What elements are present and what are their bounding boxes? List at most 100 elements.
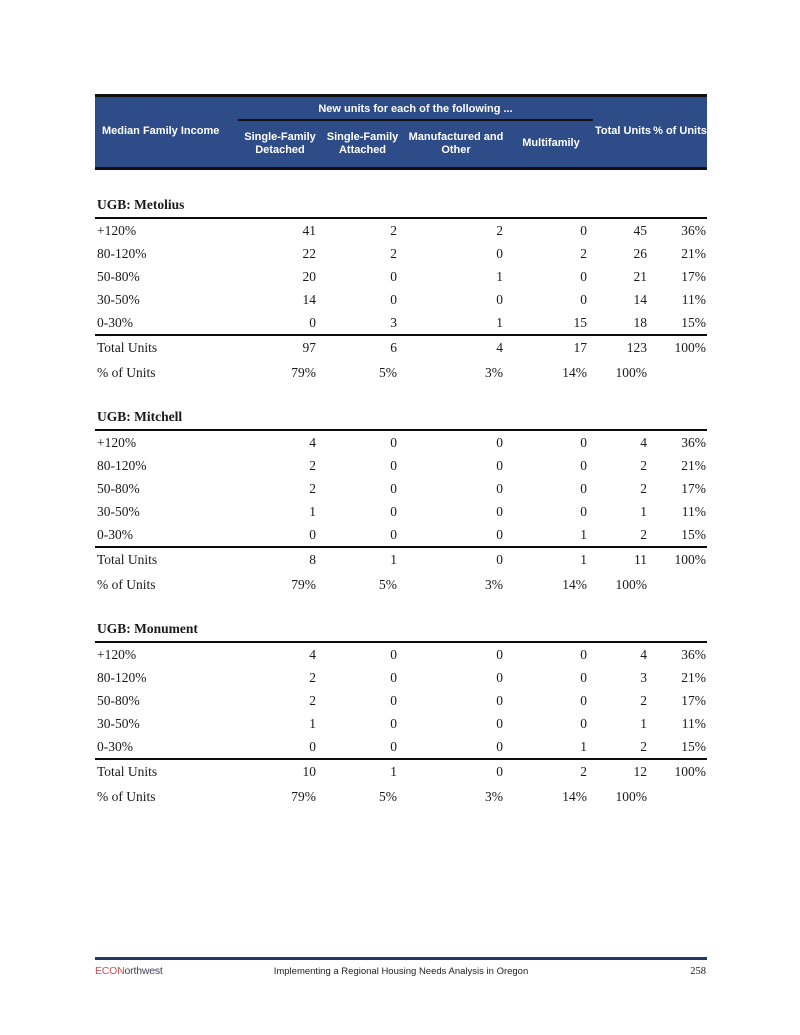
- cell-manufactured: 3%: [485, 788, 503, 804]
- cell-pct: 100%: [674, 340, 707, 355]
- row-label: 0-30%: [97, 314, 133, 330]
- cell-manufactured: 0: [496, 434, 503, 450]
- cell-pct: 21%: [681, 245, 706, 261]
- column-header-manufactured: Manufactured and Other: [408, 130, 504, 156]
- cell-pct: 15%: [681, 738, 706, 754]
- cell-manufactured: 3%: [485, 576, 503, 592]
- econorthwest-logo: ECONorthwest: [95, 965, 235, 977]
- cell-multifamily: 0: [580, 291, 587, 307]
- row-label: % of Units: [97, 576, 156, 592]
- section-title: UGB: Monument: [95, 619, 707, 643]
- cell-manufactured: 4: [496, 340, 503, 355]
- table-row: 50-80% 20 0 1 0 21 17%: [95, 265, 707, 288]
- cell-pct: 11%: [681, 503, 706, 519]
- cell-total: 2: [640, 692, 647, 708]
- cell-multifamily: 15: [573, 314, 588, 330]
- cell-total: 2: [640, 526, 647, 542]
- row-label: +120%: [97, 222, 137, 238]
- cell-sfa: 3: [390, 314, 397, 330]
- table-row: 0-30% 0 0 0 1 2 15%: [95, 735, 707, 758]
- ugb-section-mitchell: UGB: Mitchell +120% 4 0 0 0 4 36% 80-120…: [95, 407, 707, 597]
- cell-total: 2: [640, 480, 647, 496]
- cell-total: 100%: [615, 364, 648, 380]
- cell-sfd: 0: [309, 738, 316, 754]
- cell-sfa: 5%: [379, 576, 397, 592]
- cell-sfa: 1: [390, 552, 397, 567]
- cell-sfd: 1: [309, 503, 316, 519]
- cell-total: 1: [640, 715, 647, 731]
- cell-manufactured: 0: [496, 692, 503, 708]
- cell-pct: 11%: [681, 291, 706, 307]
- cell-pct: 17%: [681, 480, 706, 496]
- cell-total: 100%: [615, 788, 648, 804]
- table-row: +120% 4 0 0 0 4 36%: [95, 643, 707, 666]
- cell-manufactured: 0: [496, 552, 503, 567]
- cell-sfd: 8: [309, 552, 316, 567]
- cell-sfd: 79%: [291, 788, 316, 804]
- cell-sfd: 0: [309, 526, 316, 542]
- cell-pct: 36%: [681, 646, 706, 662]
- cell-sfa: 6: [390, 340, 397, 355]
- cell-manufactured: 0: [496, 480, 503, 496]
- total-units-row: Total Units 10 1 0 2 12 100%: [95, 760, 707, 784]
- cell-multifamily: 0: [580, 268, 587, 284]
- cell-pct: 15%: [681, 526, 706, 542]
- cell-sfd: 79%: [291, 364, 316, 380]
- cell-multifamily: 1: [580, 552, 587, 567]
- cell-total: 100%: [615, 576, 648, 592]
- cell-sfa: 0: [390, 503, 397, 519]
- cell-total: 4: [640, 434, 647, 450]
- cell-total: 11: [634, 552, 647, 567]
- ugb-section-metolius: UGB: Metolius +120% 41 2 2 0 45 36% 80-1…: [95, 195, 707, 385]
- cell-sfd: 2: [309, 669, 316, 685]
- cell-total: 1: [640, 503, 647, 519]
- row-label: 80-120%: [97, 245, 147, 261]
- cell-sfd: 4: [309, 434, 316, 450]
- cell-sfd: 2: [309, 457, 316, 473]
- table-row: 30-50% 1 0 0 0 1 11%: [95, 712, 707, 735]
- cell-total: 4: [640, 646, 647, 662]
- table-row: 50-80% 2 0 0 0 2 17%: [95, 689, 707, 712]
- table-row: 50-80% 2 0 0 0 2 17%: [95, 477, 707, 500]
- cell-multifamily: 14%: [562, 576, 587, 592]
- cell-sfd: 0: [309, 314, 316, 330]
- cell-manufactured: 0: [496, 738, 503, 754]
- row-label: 50-80%: [97, 268, 140, 284]
- column-header-multifamily: Multifamily: [522, 137, 580, 150]
- table-row: 0-30% 0 0 0 1 2 15%: [95, 523, 707, 546]
- cell-sfd: 2: [309, 692, 316, 708]
- table-body: +120% 4 0 0 0 4 36% 80-120% 2 0 0 0 2 21…: [95, 431, 707, 548]
- cell-multifamily: 14%: [562, 364, 587, 380]
- cell-sfd: 41: [302, 222, 317, 238]
- cell-sfa: 5%: [379, 788, 397, 804]
- cell-pct: 36%: [681, 434, 706, 450]
- table-row: 30-50% 1 0 0 0 1 11%: [95, 500, 707, 523]
- cell-multifamily: 0: [580, 692, 587, 708]
- cell-total: 3: [640, 669, 647, 685]
- cell-total: 123: [626, 340, 647, 355]
- row-label: 0-30%: [97, 526, 133, 542]
- row-label: 30-50%: [97, 503, 140, 519]
- cell-total: 18: [633, 314, 648, 330]
- column-header-pct: % of Units: [653, 125, 707, 138]
- table-row: 30-50% 14 0 0 0 14 11%: [95, 288, 707, 311]
- pct-units-row: % of Units 79% 5% 3% 14% 100%: [95, 784, 707, 809]
- column-header-sfd: Single-Family Detached: [244, 130, 316, 156]
- footer-title: Implementing a Regional Housing Needs An…: [273, 965, 529, 977]
- cell-pct: 21%: [681, 669, 706, 685]
- cell-multifamily: 0: [580, 715, 587, 731]
- cell-manufactured: 1: [496, 314, 503, 330]
- cell-multifamily: 0: [580, 669, 587, 685]
- section-title: UGB: Mitchell: [95, 407, 707, 431]
- row-label: % of Units: [97, 364, 156, 380]
- cell-multifamily: 0: [580, 222, 587, 238]
- table-row: 80-120% 2 0 0 0 3 21%: [95, 666, 707, 689]
- total-units-row: Total Units 97 6 4 17 123 100%: [95, 336, 707, 360]
- cell-sfa: 2: [390, 222, 397, 238]
- cell-sfa: 0: [390, 738, 397, 754]
- cell-sfd: 10: [302, 764, 317, 779]
- row-label: Total Units: [97, 552, 158, 567]
- row-label: % of Units: [97, 788, 156, 804]
- cell-manufactured: 1: [496, 268, 503, 284]
- cell-multifamily: 0: [580, 480, 587, 496]
